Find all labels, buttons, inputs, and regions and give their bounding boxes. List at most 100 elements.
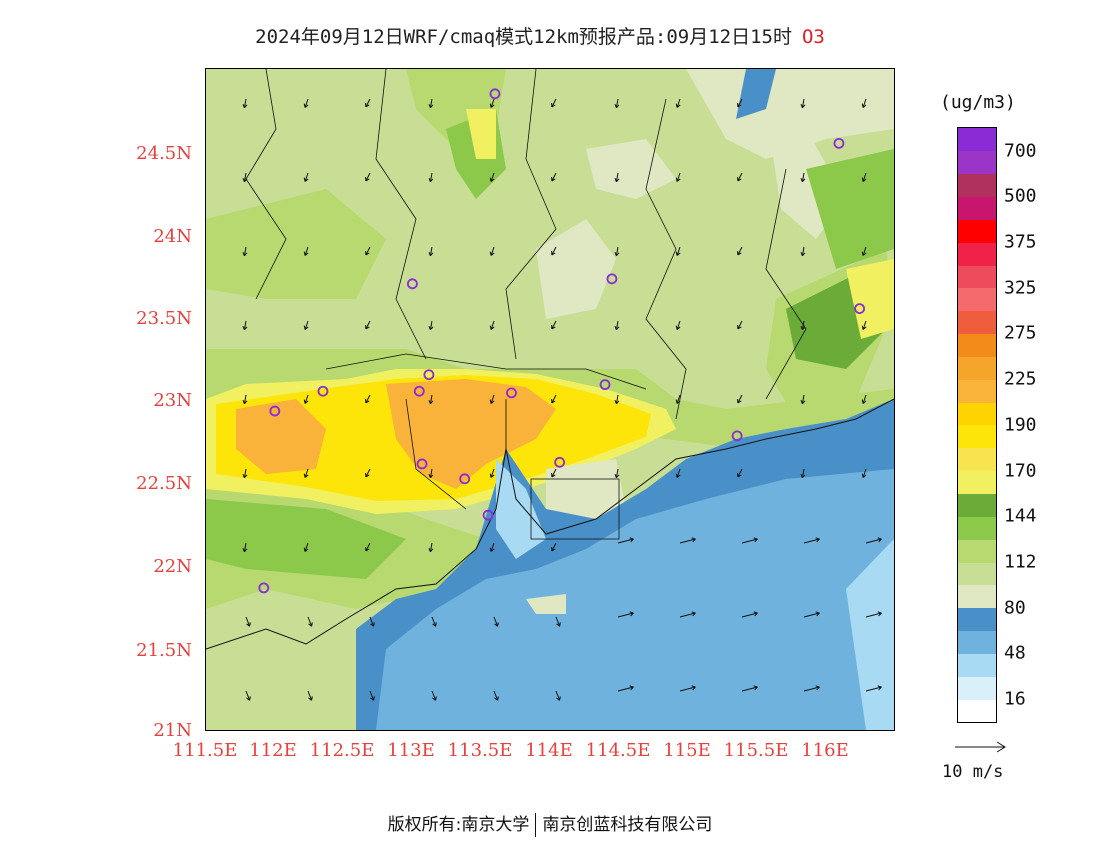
wind-arrow (617, 537, 634, 544)
x-tick-label: 115.5E (723, 740, 789, 761)
legend-swatch (958, 584, 996, 609)
wind-arrow (675, 246, 681, 256)
legend-label: 170 (1004, 460, 1037, 482)
station-marker (423, 369, 435, 381)
ozone-yellow-north (466, 109, 496, 159)
wind-arrow (617, 611, 634, 618)
y-tick-label: 21N (153, 720, 192, 741)
wind-arrow (303, 468, 309, 478)
concentration-map (205, 68, 895, 731)
wind-arrow (303, 320, 309, 330)
wind-arrow (617, 685, 634, 692)
wind-arrow (242, 542, 248, 553)
wind-arrow (493, 616, 499, 627)
wind-arrow (365, 320, 371, 330)
x-tick-label: 115E (663, 740, 711, 761)
station-marker (731, 430, 743, 442)
legend-swatch (958, 150, 996, 175)
x-tick-label: 114E (525, 740, 573, 761)
wind-arrow (737, 246, 743, 256)
station-marker (416, 458, 428, 470)
wind-arrow (800, 172, 806, 183)
coastline (206, 398, 894, 650)
x-tick-label: 114.5E (585, 740, 651, 761)
legend-swatch (958, 447, 996, 472)
wind-arrow (741, 537, 758, 544)
wind-arrow (803, 537, 820, 544)
reservoir (736, 69, 776, 119)
legend-swatch (958, 699, 996, 723)
wind-arrow (614, 172, 620, 183)
x-tick-label: 113E (387, 740, 435, 761)
sea-pearl-estuary (496, 459, 546, 559)
wind-arrow (737, 172, 743, 182)
legend-label: 112 (1004, 551, 1037, 573)
legend-label: 500 (1004, 185, 1037, 207)
wind-scale-arrow (955, 741, 1006, 753)
legend-swatch (958, 173, 996, 198)
legend-swatch (958, 607, 996, 632)
wind-arrow (242, 98, 248, 109)
wind-arrow (737, 394, 743, 404)
monitoring-stations (258, 88, 865, 594)
wind-arrow (551, 542, 557, 552)
legend-swatch (958, 425, 996, 449)
footer-right: 南京创蓝科技有限公司 (542, 815, 713, 835)
wind-arrow (614, 320, 620, 331)
wind-arrow (365, 246, 371, 256)
legend-swatch (958, 493, 996, 517)
wind-arrow (489, 246, 495, 256)
wind-arrow (555, 690, 561, 701)
legend-label: 275 (1004, 322, 1037, 344)
legend-swatch (958, 562, 996, 586)
wind-arrow (428, 320, 434, 331)
wind-arrow (303, 98, 309, 108)
legend-swatch (958, 470, 996, 495)
city-boundaries (325, 353, 647, 510)
wind-arrow (431, 690, 437, 701)
wind-arrow (679, 537, 696, 544)
legend-label: 16 (1004, 688, 1026, 710)
hk-box (530, 478, 620, 540)
station-marker (606, 273, 618, 285)
legend-swatch (958, 356, 996, 380)
wind-arrow (365, 172, 371, 182)
wind-arrow (675, 172, 681, 182)
legend-swatch (958, 219, 996, 243)
station-marker (317, 385, 329, 397)
ozone-orange-core (386, 379, 556, 489)
land-dark-green (806, 149, 894, 269)
legend-label: 375 (1004, 231, 1037, 253)
wind-arrow (428, 98, 434, 109)
station-marker (506, 387, 517, 399)
wind-arrow (242, 320, 248, 331)
sea-light-southeast (846, 539, 894, 730)
wind-arrow (803, 611, 820, 618)
wind-arrow (800, 246, 806, 257)
legend-label: 48 (1004, 642, 1026, 664)
wind-arrow (303, 542, 309, 552)
y-tick-label: 24N (153, 226, 192, 247)
wind-arrow (614, 468, 620, 479)
land-light-patch (536, 219, 616, 319)
wind-arrow (489, 172, 495, 182)
wind-arrow (800, 320, 806, 331)
wind-arrow (242, 394, 248, 405)
legend-swatch (958, 653, 996, 677)
wind-arrow (303, 394, 309, 404)
land-dark-green (206, 499, 406, 579)
legend-label: 325 (1004, 277, 1037, 299)
legend-swatch (958, 196, 996, 220)
wind-arrow (865, 611, 882, 618)
wind-arrow (369, 690, 375, 701)
map-title: 2024年09月12日WRF/cmaq模式12km预报产品:09月12日15时 O… (0, 22, 1080, 49)
y-tick-label: 24.5N (136, 143, 192, 164)
island (526, 594, 566, 614)
wind-arrow (307, 690, 313, 701)
station-marker (854, 303, 865, 315)
wind-arrow (800, 98, 806, 109)
land-light-patch (686, 69, 894, 159)
x-tick-label: 112.5E (309, 740, 375, 761)
wind-arrow (861, 394, 867, 404)
wind-arrow (493, 690, 499, 701)
